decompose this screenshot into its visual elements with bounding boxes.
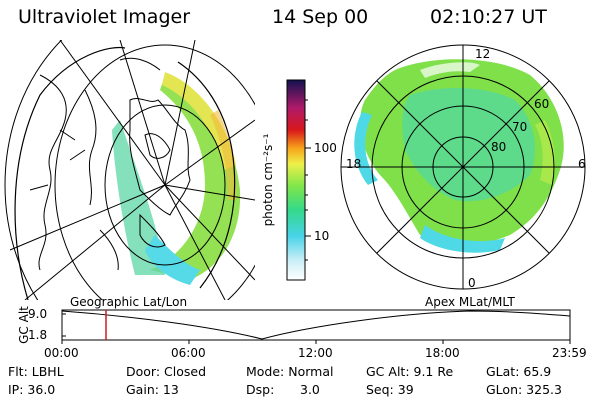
info-dsp-value: 3.0	[300, 382, 320, 397]
timeline-ytick-1-8: 1.8	[28, 328, 48, 342]
info-seq: Seq: 39	[366, 382, 414, 397]
colorbar	[286, 79, 311, 281]
colorbar-unit-label: photon cm⁻²s⁻¹	[261, 133, 275, 227]
polar-lat-80: 80	[491, 140, 507, 154]
info-glat: GLat: 65.9	[486, 364, 552, 379]
polar-mlt-12: 12	[475, 47, 491, 61]
info-mode: Mode: Normal	[246, 364, 334, 379]
polar-lat-60: 60	[534, 97, 550, 111]
polar-mlt-6: 6	[578, 157, 586, 171]
info-door: Door: Closed	[126, 364, 207, 379]
polar-mlt-0: 0	[468, 276, 476, 290]
coastlines	[29, 57, 191, 271]
timeline-xtick-0000: 00:00	[44, 346, 79, 360]
timeline-xtick-1800: 18:00	[425, 346, 460, 360]
info-ip: IP: 36.0	[8, 382, 56, 397]
timeline-xtick-1200: 12:00	[298, 346, 333, 360]
timeline-left-label: Geographic Lat/Lon	[70, 295, 188, 309]
earth-limb	[14, 46, 126, 300]
timeline-plot	[61, 309, 571, 344]
info-gain: Gain: 13	[126, 382, 179, 397]
timeline-ytick-9: 9.0	[28, 307, 48, 321]
altitude-curve	[61, 310, 571, 340]
polar-lat-70: 70	[512, 120, 528, 134]
colorbar-tick-10: 10	[314, 229, 330, 243]
timeline-xtick-2359: 23:59	[552, 346, 587, 360]
date-label: 14 Sep 00	[272, 6, 369, 28]
info-flt: Flt: LBHL	[8, 364, 64, 379]
info-dsp-label: Dsp:	[246, 382, 275, 397]
time-label: 02:10:27 UT	[430, 6, 547, 28]
geo-grid	[4, 40, 255, 300]
polar-mlt-18: 18	[346, 157, 362, 171]
geographic-map	[4, 40, 255, 300]
timeline-right-label: Apex MLat/MLT	[425, 295, 515, 309]
info-gcalt: GC Alt: 9.1 Re	[366, 364, 454, 379]
instrument-title: Ultraviolet Imager	[18, 6, 191, 28]
colorbar-tick-100: 100	[314, 141, 337, 155]
polar-grid	[340, 44, 586, 290]
aurora-oval-polar	[354, 59, 564, 253]
timeline-xtick-0600: 06:00	[171, 346, 206, 360]
polar-plot	[340, 44, 586, 290]
info-glon: GLon: 325.3	[486, 382, 562, 397]
